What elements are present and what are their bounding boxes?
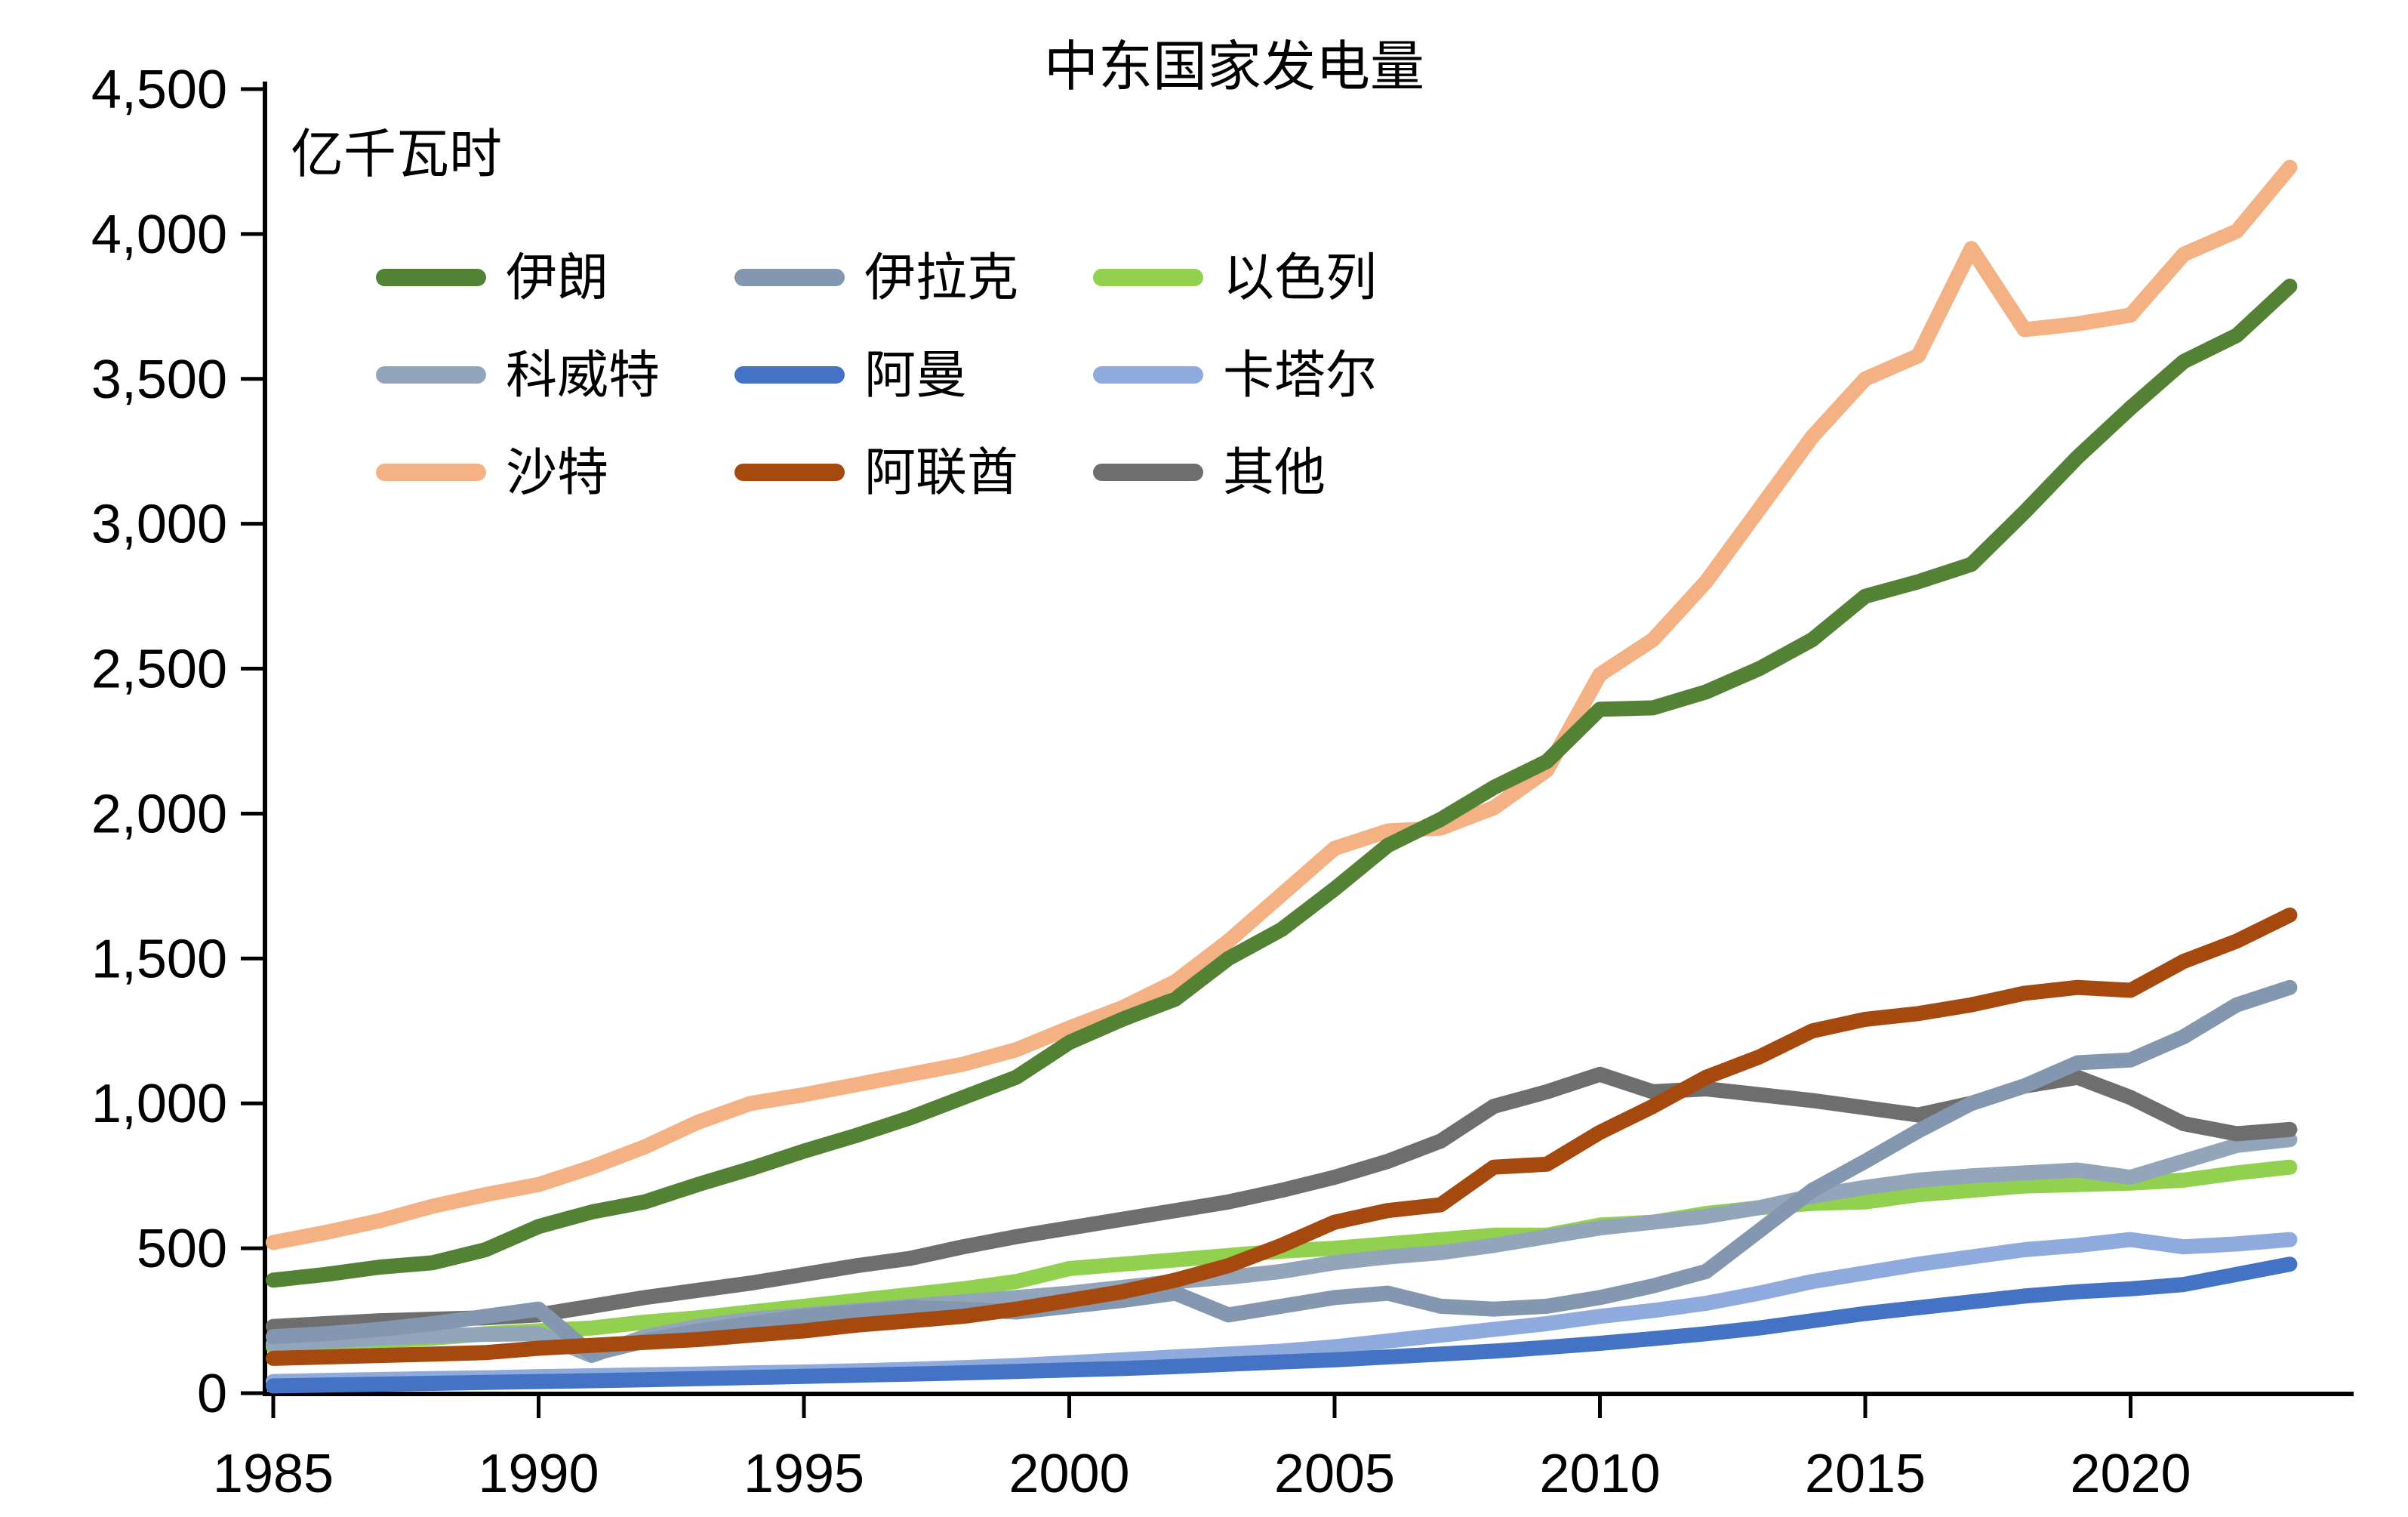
y-tick-label: 2,000 (91, 784, 227, 844)
legend: 伊朗 伊拉克 以色列 科威特 阿曼 卡塔尔 沙特 阿联酋 其他 (376, 229, 1452, 521)
x-tick-label: 2015 (1805, 1444, 1926, 1504)
x-tick-label: 2010 (1539, 1444, 1660, 1504)
y-tick-label: 3,000 (91, 495, 227, 555)
legend-item-saudi: 沙特 (376, 447, 734, 498)
x-tick-label: 2020 (2070, 1444, 2191, 1504)
y-tick-label: 4,000 (91, 205, 227, 265)
chart-title: 中东国家发电量 (1043, 37, 1424, 97)
legend-swatch-qatar (1093, 366, 1203, 384)
legend-item-other: 其他 (1093, 447, 1452, 498)
legend-label-qatar: 卡塔尔 (1223, 346, 1378, 404)
legend-swatch-iran (376, 269, 486, 286)
series-line-saudi (266, 159, 2298, 1250)
series-line-other (266, 1066, 2298, 1334)
legend-item-oman: 阿曼 (734, 350, 1093, 401)
legend-label-other: 其他 (1223, 443, 1326, 501)
legend-swatch-iraq (734, 269, 845, 286)
x-tick-label: 2005 (1274, 1444, 1395, 1504)
y-tick-label: 500 (137, 1219, 227, 1279)
legend-label-iraq: 伊拉克 (864, 248, 1019, 307)
legend-label-israel: 以色列 (1223, 248, 1378, 307)
legend-swatch-israel (1093, 269, 1203, 286)
legend-item-iran: 伊朗 (376, 252, 734, 304)
y-tick-label: 2,500 (91, 640, 227, 700)
x-tick-label: 1995 (744, 1444, 864, 1504)
y-axis-unit-label: 亿千瓦时 (291, 125, 502, 183)
legend-label-saudi: 沙特 (506, 443, 609, 501)
series-line-uae (266, 907, 2298, 1366)
y-tick-label: 0 (197, 1364, 227, 1424)
y-tick-label: 3,500 (91, 350, 227, 410)
legend-swatch-kuwait (376, 366, 486, 384)
y-tick-label: 1,500 (91, 929, 227, 989)
x-tick-label: 2000 (1008, 1444, 1129, 1504)
x-tick-label: 1990 (478, 1444, 599, 1504)
legend-swatch-saudi (376, 464, 486, 481)
legend-item-qatar: 卡塔尔 (1093, 350, 1452, 401)
legend-item-kuwait: 科威特 (376, 350, 734, 401)
y-tick-label: 4,500 (91, 60, 227, 120)
legend-label-uae: 阿联酋 (864, 443, 1019, 501)
legend-item-israel: 以色列 (1093, 252, 1452, 304)
legend-label-kuwait: 科威特 (506, 346, 661, 404)
legend-item-iraq: 伊拉克 (734, 252, 1093, 304)
legend-swatch-oman (734, 366, 845, 384)
series-line-iran (266, 279, 2298, 1288)
x-tick-label: 1985 (213, 1444, 334, 1504)
legend-item-uae: 阿联酋 (734, 447, 1093, 498)
series-line-oman (266, 1256, 2298, 1394)
legend-label-oman: 阿曼 (864, 346, 968, 404)
legend-label-iran: 伊朗 (506, 248, 609, 307)
legend-swatch-uae (734, 464, 845, 481)
legend-swatch-other (1093, 464, 1203, 481)
y-tick-label: 1,000 (91, 1074, 227, 1134)
